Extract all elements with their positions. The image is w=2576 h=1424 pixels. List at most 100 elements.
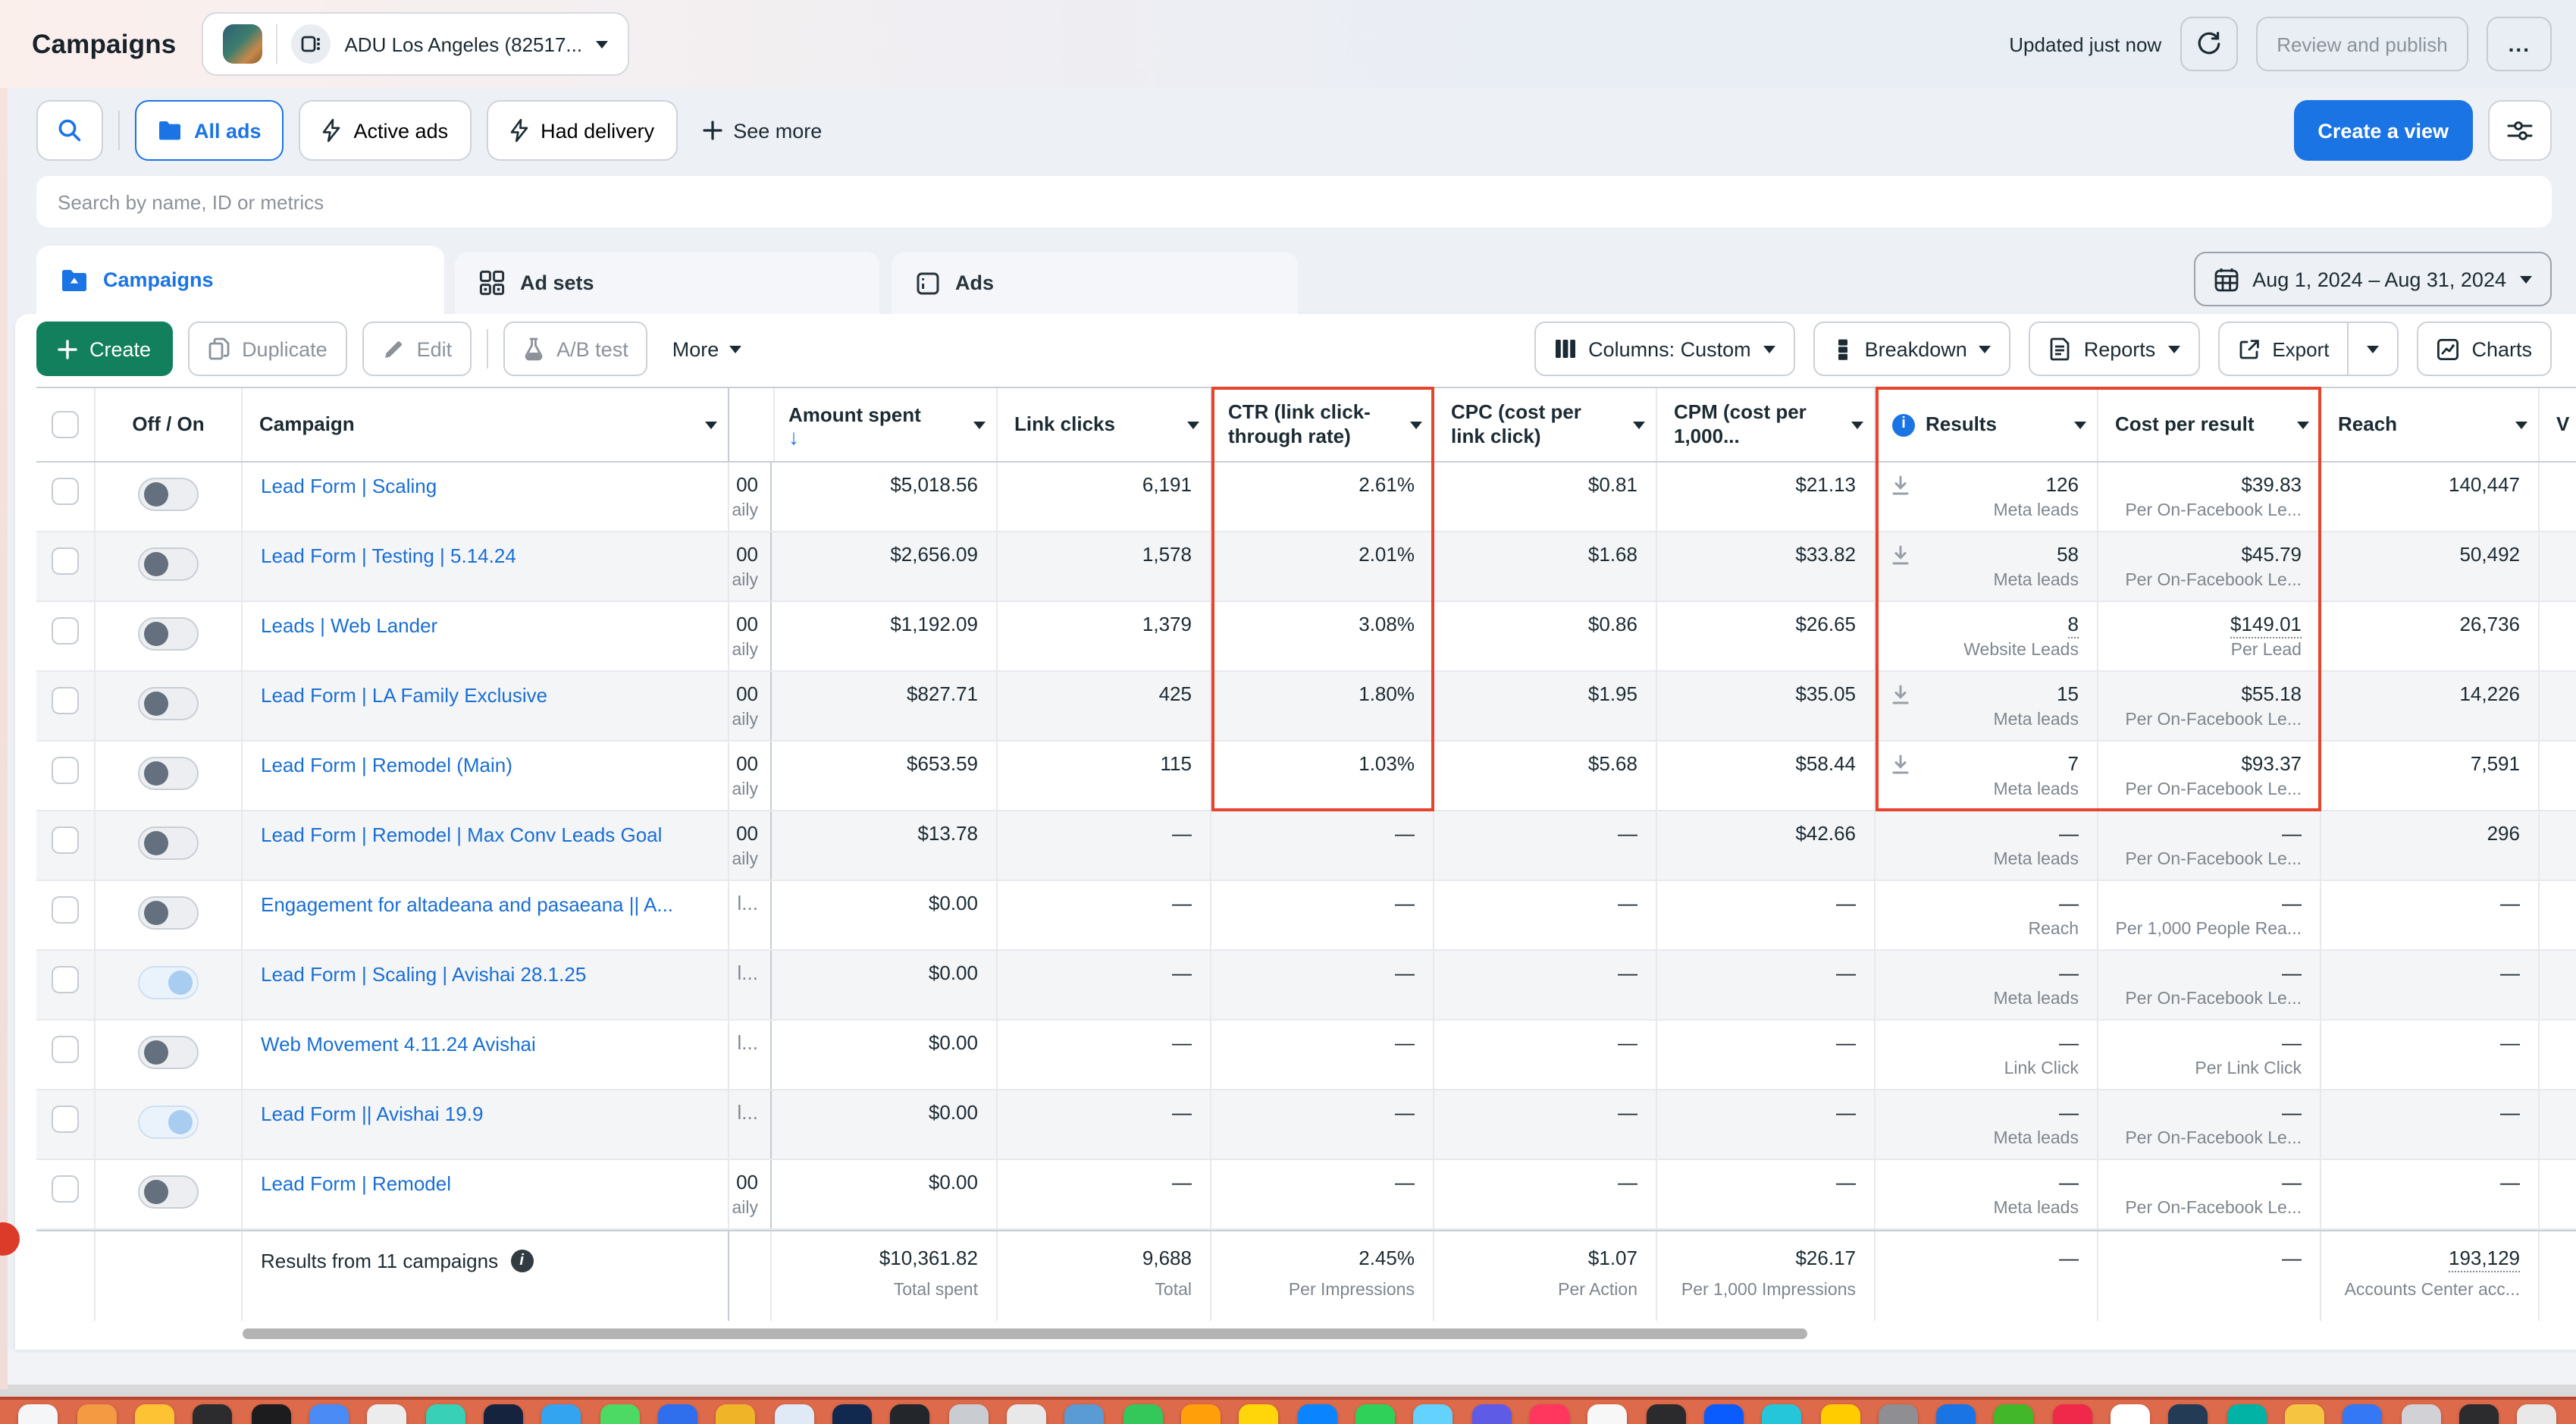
campaign-toggle-off[interactable] (138, 687, 199, 720)
review-and-publish-button[interactable]: Review and publish (2255, 17, 2469, 71)
campaign-toggle-off[interactable] (138, 757, 199, 790)
dock-app-icon[interactable] (1994, 1404, 2034, 1424)
campaign-toggle-off[interactable] (138, 896, 199, 930)
row-checkbox[interactable] (52, 1106, 79, 1133)
row-checkbox[interactable] (52, 826, 79, 854)
filter-active-ads[interactable]: Active ads (299, 100, 472, 161)
dock-app-icon[interactable] (1587, 1404, 1628, 1424)
dock-app-icon[interactable] (2285, 1404, 2325, 1424)
row-checkbox[interactable] (52, 547, 79, 575)
header-amount-spent[interactable]: Amount spent ↓ (772, 388, 998, 461)
header-ctr[interactable]: CTR (link click- through rate) (1211, 388, 1434, 461)
dock-app-icon[interactable] (1297, 1404, 1337, 1424)
select-all-checkbox[interactable] (52, 411, 79, 438)
more-button[interactable]: More (663, 337, 751, 360)
chevron-down-icon[interactable] (973, 422, 986, 429)
dock-app-icon[interactable] (1646, 1404, 1686, 1424)
dock-app-icon[interactable] (193, 1404, 233, 1424)
dock-app-icon[interactable] (2052, 1404, 2092, 1424)
row-checkbox[interactable] (52, 617, 79, 645)
campaign-toggle-off[interactable] (138, 826, 199, 860)
campaign-toggle-on[interactable] (138, 1106, 199, 1139)
dock-app-icon[interactable] (890, 1404, 930, 1424)
dock-app-icon[interactable] (2517, 1404, 2557, 1424)
dock-app-icon[interactable] (1529, 1404, 1569, 1424)
campaign-link[interactable]: Web Movement 4.11.24 Avishai (261, 1033, 536, 1055)
download-icon[interactable] (1891, 475, 1910, 496)
horizontal-scrollbar[interactable] (243, 1328, 1807, 1339)
tab-campaigns[interactable]: Campaigns (36, 246, 444, 314)
more-options-button[interactable]: ... (2487, 17, 2552, 71)
chevron-down-icon[interactable] (1851, 422, 1863, 429)
dock-app-icon[interactable] (1878, 1404, 1918, 1424)
dock-app-icon[interactable] (251, 1404, 291, 1424)
chevron-down-icon[interactable] (2515, 422, 2527, 429)
campaign-link[interactable]: Lead Form | Scaling | Avishai 28.1.25 (261, 963, 587, 986)
chevron-down-icon[interactable] (2074, 422, 2086, 429)
dock-app-icon[interactable] (1762, 1404, 1802, 1424)
campaign-toggle-off[interactable] (138, 1036, 199, 1069)
chevron-down-icon[interactable] (1187, 422, 1199, 429)
duplicate-button[interactable]: Duplicate (187, 321, 347, 376)
dock-app-icon[interactable] (774, 1404, 814, 1424)
row-checkbox[interactable] (52, 1175, 79, 1203)
dock-app-icon[interactable] (77, 1404, 117, 1424)
dock-app-icon[interactable] (2227, 1404, 2267, 1424)
info-icon[interactable] (1892, 413, 1915, 436)
dock-app-icon[interactable] (309, 1404, 349, 1424)
dock-app-icon[interactable] (2168, 1404, 2208, 1424)
dock-app-icon[interactable] (18, 1404, 58, 1424)
header-cpc[interactable]: CPC (cost per link click) (1434, 388, 1657, 461)
row-checkbox[interactable] (52, 687, 79, 714)
campaign-toggle-off[interactable] (138, 478, 199, 511)
info-icon[interactable] (510, 1250, 534, 1272)
ab-test-button[interactable]: A/B test (503, 321, 648, 376)
date-range-picker[interactable]: Aug 1, 2024 – Aug 31, 2024 (2193, 252, 2552, 306)
campaign-link[interactable]: Lead Form || Avishai 19.9 (261, 1103, 484, 1125)
dock-app-icon[interactable] (1703, 1404, 1744, 1424)
download-icon[interactable] (1891, 544, 1910, 566)
campaign-link[interactable]: Lead Form | Testing | 5.14.24 (261, 544, 516, 567)
filter-had-delivery[interactable]: Had delivery (486, 100, 678, 161)
campaign-link[interactable]: Lead Form | Remodel (261, 1172, 451, 1195)
dock-app-icon[interactable] (1180, 1404, 1221, 1424)
tab-ads[interactable]: Ads (892, 252, 1298, 314)
dock-app-icon[interactable] (716, 1404, 756, 1424)
campaign-toggle-off[interactable] (138, 547, 199, 581)
breakdown-button[interactable]: Breakdown (1813, 321, 2011, 376)
campaign-link[interactable]: Leads | Web Lander (261, 614, 438, 637)
dock-app-icon[interactable] (948, 1404, 989, 1424)
filter-all-ads[interactable]: All ads (135, 100, 284, 161)
dock-app-icon[interactable] (1413, 1404, 1453, 1424)
chevron-down-icon[interactable] (1410, 422, 1422, 429)
dock-app-icon[interactable] (541, 1404, 581, 1424)
row-checkbox[interactable] (52, 966, 79, 993)
download-icon[interactable] (1891, 754, 1910, 775)
campaign-link[interactable]: Engagement for altadeana and pasaeana ||… (261, 893, 674, 916)
chevron-down-icon[interactable] (1633, 422, 1645, 429)
refresh-button[interactable] (2180, 17, 2238, 71)
header-campaign[interactable]: Campaign (243, 388, 729, 461)
export-options-button[interactable] (2347, 323, 2397, 375)
header-select-all[interactable] (36, 388, 96, 461)
header-cost-per-result[interactable]: Cost per result (2098, 388, 2321, 461)
header-cpm[interactable]: CPM (cost per 1,000... (1657, 388, 1876, 461)
reports-button[interactable]: Reports (2029, 321, 2200, 376)
row-checkbox[interactable] (52, 478, 79, 505)
export-button[interactable]: Export (2219, 323, 2347, 375)
edit-button[interactable]: Edit (362, 321, 472, 376)
campaign-link[interactable]: Lead Form | Remodel (Main) (261, 754, 512, 776)
dock-app-icon[interactable] (1123, 1404, 1163, 1424)
create-campaign-button[interactable]: Create (36, 321, 173, 376)
dock-app-icon[interactable] (657, 1404, 697, 1424)
dock-app-icon[interactable] (600, 1404, 640, 1424)
campaign-link[interactable]: Lead Form | LA Family Exclusive (261, 684, 548, 707)
row-checkbox[interactable] (52, 896, 79, 924)
dock-app-icon[interactable] (367, 1404, 407, 1424)
header-results[interactable]: Results (1876, 388, 2098, 461)
dock-app-icon[interactable] (1820, 1404, 1860, 1424)
create-a-view-button[interactable]: Create a view (2293, 100, 2473, 161)
campaign-toggle-off[interactable] (138, 617, 199, 651)
search-button[interactable] (36, 100, 103, 161)
dock-app-icon[interactable] (2343, 1404, 2383, 1424)
